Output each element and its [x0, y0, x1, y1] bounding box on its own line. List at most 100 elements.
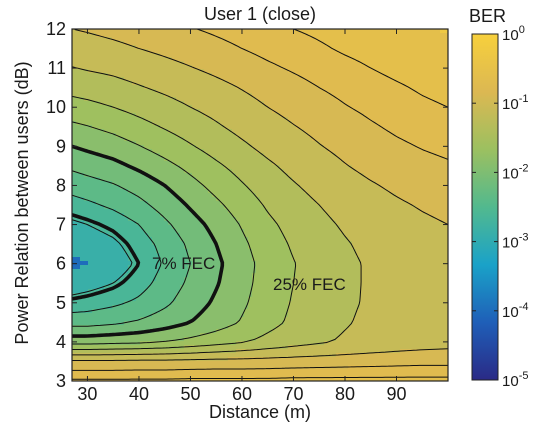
contour-cell	[332, 129, 337, 134]
contour-cell	[188, 157, 193, 162]
contour-cell	[348, 237, 353, 242]
contour-cell	[208, 69, 213, 74]
contour-cell	[364, 125, 369, 130]
contour-cell	[140, 177, 145, 182]
contour-cell	[376, 97, 381, 102]
contour-cell	[412, 85, 417, 90]
contour-cell	[136, 201, 141, 206]
contour-cell	[408, 61, 413, 66]
contour-cell	[100, 237, 105, 242]
contour-cell	[344, 101, 349, 106]
contour-cell	[396, 69, 401, 74]
contour-cell	[300, 117, 305, 122]
contour-cell	[368, 197, 373, 202]
contour-cell	[344, 237, 349, 242]
contour-cell	[356, 145, 361, 150]
contour-cell	[176, 221, 181, 226]
contour-cell	[268, 29, 273, 34]
contour-cell	[112, 161, 117, 166]
contour-cell	[112, 181, 117, 186]
contour-cell	[188, 81, 193, 86]
contour-cell	[220, 173, 225, 178]
contour-cell	[76, 221, 81, 226]
contour-cell	[260, 233, 265, 238]
contour-cell	[248, 165, 253, 170]
contour-cell	[316, 57, 321, 62]
contour-cell	[144, 61, 149, 66]
contour-cell	[216, 85, 221, 90]
contour-cell	[324, 29, 329, 34]
contour-cell	[132, 121, 137, 126]
contour-cell	[432, 81, 437, 86]
contour-cell	[348, 185, 353, 190]
contour-cell	[208, 177, 213, 182]
contour-cell	[208, 169, 213, 174]
contour-cell	[356, 49, 361, 54]
contour-cell	[412, 121, 417, 126]
contour-cell	[312, 73, 317, 78]
contour-cell	[216, 133, 221, 138]
contour-cell	[92, 105, 97, 110]
contour-cell	[360, 89, 365, 94]
contour-cell	[236, 181, 241, 186]
contour-cell	[312, 237, 317, 242]
contour-cell	[388, 205, 393, 210]
contour-cell	[432, 233, 437, 238]
contour-cell	[112, 81, 117, 86]
contour-cell	[140, 229, 145, 234]
contour-cell	[340, 53, 345, 58]
contour-cell	[348, 177, 353, 182]
contour-cell	[224, 49, 229, 54]
contour-cell	[372, 185, 377, 190]
contour-cell	[96, 69, 101, 74]
contour-cell	[436, 185, 441, 190]
contour-cell	[144, 125, 149, 130]
contour-cell	[396, 145, 401, 150]
contour-cell	[148, 125, 153, 130]
contour-cell	[444, 229, 448, 234]
contour-cell	[308, 113, 313, 118]
contour-cell	[208, 61, 213, 66]
contour-cell	[228, 201, 233, 206]
contour-cell	[388, 105, 393, 110]
contour-cell	[332, 161, 337, 166]
contour-cell	[116, 137, 121, 142]
contour-cell	[168, 177, 173, 182]
contour-cell	[404, 205, 409, 210]
contour-cell	[356, 29, 361, 34]
contour-cell	[328, 157, 333, 162]
contour-cell	[344, 109, 349, 114]
contour-cell	[316, 49, 321, 54]
contour-cell	[88, 81, 93, 86]
contour-cell	[444, 57, 448, 62]
contour-cell	[248, 49, 253, 54]
contour-cell	[220, 33, 225, 38]
contour-cell	[408, 137, 413, 142]
contour-cell	[140, 181, 145, 186]
contour-cell	[216, 169, 221, 174]
contour-cell	[388, 93, 393, 98]
contour-cell	[316, 29, 321, 34]
contour-cell	[116, 213, 121, 218]
contour-cell	[384, 233, 389, 238]
contour-cell	[204, 197, 209, 202]
contour-cell	[344, 229, 349, 234]
contour-cell	[184, 85, 189, 90]
contour-cell	[252, 173, 257, 178]
contour-cell	[304, 189, 309, 194]
contour-cell	[360, 69, 365, 74]
contour-cell	[180, 193, 185, 198]
contour-cell	[296, 69, 301, 74]
contour-cell	[156, 113, 161, 118]
contour-cell	[260, 169, 265, 174]
contour-cell	[408, 93, 413, 98]
contour-cell	[444, 121, 448, 126]
contour-cell	[180, 117, 185, 122]
contour-cell	[340, 225, 345, 230]
contour-cell	[84, 237, 89, 242]
contour-cell	[320, 225, 325, 230]
contour-cell	[80, 137, 85, 142]
contour-cell	[236, 29, 241, 34]
contour-cell	[160, 145, 165, 150]
contour-cell	[84, 77, 89, 82]
